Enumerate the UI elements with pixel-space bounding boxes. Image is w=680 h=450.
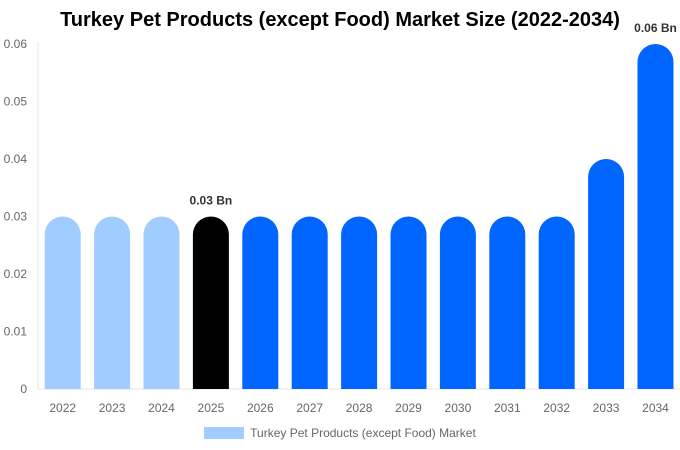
y-tick-label: 0 <box>20 382 27 396</box>
x-tick-label: 2025 <box>198 401 225 415</box>
legend[interactable]: Turkey Pet Products (except Food) Market <box>0 426 680 440</box>
bar-2034 <box>637 44 674 389</box>
x-tick-label: 2022 <box>49 401 76 415</box>
bar-2033 <box>588 159 625 389</box>
x-tick-label: 2031 <box>494 401 521 415</box>
x-tick-label: 2028 <box>346 401 373 415</box>
legend-label: Turkey Pet Products (except Food) Market <box>250 426 476 440</box>
x-tick-label: 2029 <box>395 401 422 415</box>
data-label-2025: 0.03 Bn <box>190 194 233 208</box>
data-label-2034: 0.06 Bn <box>634 21 677 35</box>
bar-2032 <box>538 216 575 389</box>
y-tick-label: 0.02 <box>4 267 28 281</box>
y-tick-label: 0.05 <box>4 95 28 109</box>
y-tick-label: 0.01 <box>4 325 28 339</box>
bar-2030 <box>439 216 476 389</box>
bar-2027 <box>291 216 328 389</box>
y-tick-label: 0.03 <box>4 210 28 224</box>
x-tick-label: 2024 <box>148 401 175 415</box>
bar-2023 <box>94 216 131 389</box>
x-tick-label: 2026 <box>247 401 274 415</box>
chart-title: Turkey Pet Products (except Food) Market… <box>60 9 620 31</box>
x-tick-label: 2023 <box>99 401 126 415</box>
x-tick-label: 2034 <box>642 401 669 415</box>
bar-2026 <box>242 216 279 389</box>
x-tick-label: 2032 <box>543 401 570 415</box>
bar-2031 <box>489 216 526 389</box>
bar-2022 <box>44 216 81 389</box>
bar-2029 <box>390 216 427 389</box>
x-tick-label: 2027 <box>296 401 323 415</box>
bar-2024 <box>143 216 180 389</box>
legend-swatch <box>204 427 245 439</box>
y-tick-label: 0.06 <box>4 37 28 51</box>
bar-2028 <box>341 216 378 389</box>
bar-2025 <box>192 216 229 389</box>
x-tick-label: 2033 <box>593 401 620 415</box>
x-tick-label: 2030 <box>445 401 472 415</box>
y-tick-label: 0.04 <box>4 152 28 166</box>
